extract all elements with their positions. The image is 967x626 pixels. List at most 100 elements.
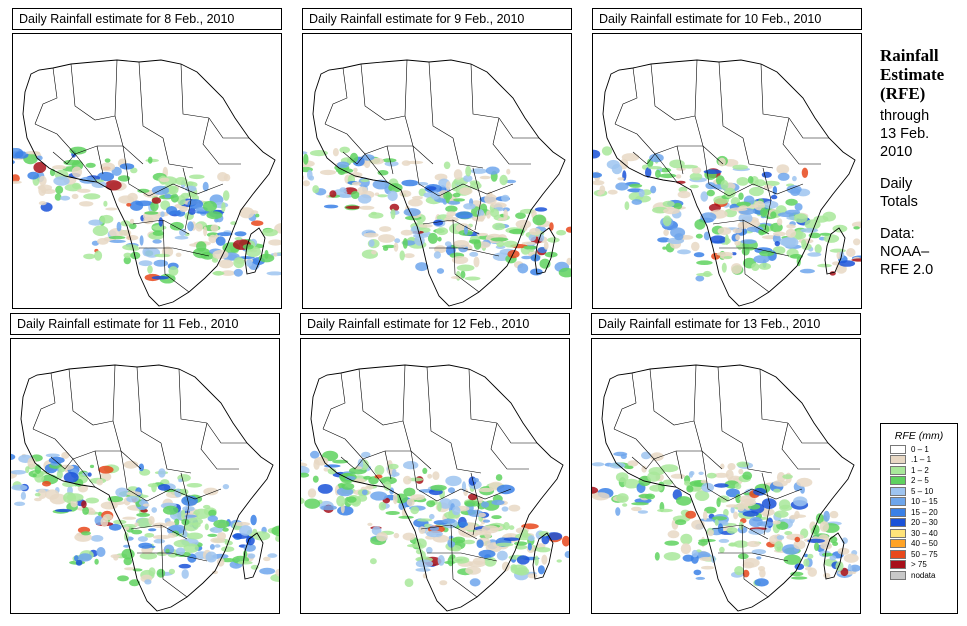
country-border <box>322 428 386 488</box>
coastline <box>602 59 856 307</box>
country-border <box>498 117 539 139</box>
rainfall-overlay <box>593 146 861 282</box>
legend-label: nodata <box>911 570 936 580</box>
legend-item: 0 – 1 <box>890 444 957 455</box>
legend-label: 50 – 75 <box>911 549 938 559</box>
country-border <box>761 472 771 536</box>
country-border <box>182 167 192 231</box>
legend-item: 2 – 5 <box>890 476 957 487</box>
country-border <box>450 524 478 598</box>
country-border <box>70 63 116 121</box>
country-border <box>694 59 704 147</box>
legend-swatch <box>890 518 906 528</box>
totals-line: Totals <box>880 194 918 210</box>
country-border <box>180 472 190 536</box>
rainfall-panel-feb-9: Daily Rainfall estimate for 9 Feb., 2010 <box>302 8 572 309</box>
country-border <box>32 428 96 488</box>
legend-item: 20 – 30 <box>890 518 957 529</box>
legend-swatch <box>890 549 906 559</box>
legend-item: > 75 <box>890 560 957 571</box>
coastline <box>310 364 564 612</box>
country-border <box>386 145 394 175</box>
country-border <box>360 63 406 121</box>
legend-label: 10 – 15 <box>911 497 938 507</box>
country-border <box>613 372 637 430</box>
legend-item: 1 – 2 <box>890 465 957 476</box>
legend-label: 30 – 40 <box>911 528 938 538</box>
country-border <box>614 123 678 183</box>
data-source-line: Data: <box>880 226 915 242</box>
country-border <box>96 145 104 175</box>
country-border <box>208 117 249 139</box>
country-border <box>492 117 531 165</box>
legend-swatch <box>890 539 906 549</box>
legend-label: 40 – 50 <box>911 539 938 549</box>
country-border <box>322 372 346 430</box>
rainfall-panel-feb-11: Daily Rainfall estimate for 11 Feb., 201… <box>10 313 280 614</box>
country-border <box>436 488 512 502</box>
country-border <box>781 422 820 470</box>
legend-label: > 75 <box>911 560 927 570</box>
country-border <box>760 63 790 119</box>
country-border <box>490 422 529 470</box>
legend-label: 5 – 10 <box>911 486 934 496</box>
country-border <box>148 183 224 197</box>
country-border <box>206 422 247 444</box>
coastline <box>22 59 276 307</box>
country-border <box>180 63 210 119</box>
country-border <box>362 450 432 470</box>
through-label: through <box>880 108 930 124</box>
panel-title: Daily Rainfall estimate for 11 Feb., 201… <box>10 313 280 335</box>
country-border <box>34 67 58 125</box>
country-border <box>452 137 484 169</box>
totals-line: Daily <box>880 176 913 192</box>
country-border <box>759 368 789 424</box>
country-border <box>742 137 774 169</box>
country-border <box>429 247 500 257</box>
country-border <box>72 450 142 470</box>
legend-swatch <box>890 465 906 475</box>
rainfall-panel-feb-13: Daily Rainfall estimate for 13 Feb., 201… <box>591 313 861 614</box>
country-border <box>162 219 190 293</box>
country-border <box>649 368 695 426</box>
legend-item: 5 – 10 <box>890 486 957 497</box>
madagascar-outline <box>824 227 846 275</box>
country-border <box>114 59 124 147</box>
country-border <box>718 61 744 139</box>
legend-label: 20 – 30 <box>911 518 938 528</box>
legend-item: .1 – 1 <box>890 455 957 466</box>
legend-swatch <box>890 507 906 517</box>
country-border <box>741 524 769 598</box>
legend-label: 15 – 20 <box>911 507 938 517</box>
side-title-line: Estimate <box>880 65 945 84</box>
rainfall-map <box>10 338 280 614</box>
country-border <box>782 117 821 165</box>
country-border <box>162 137 194 169</box>
country-border <box>742 219 770 293</box>
country-border <box>364 145 434 165</box>
rainfall-map <box>592 33 862 309</box>
legend-item: nodata <box>890 570 957 581</box>
country-border <box>613 428 677 488</box>
madagascar-outline <box>242 532 264 580</box>
legend-item: 10 – 15 <box>890 497 957 508</box>
country-border <box>631 456 655 470</box>
country-border <box>94 450 102 480</box>
coastline <box>312 59 566 307</box>
country-border <box>200 422 239 470</box>
legend-title: RFE (mm) <box>894 430 944 442</box>
rainfall-panel-feb-10: Daily Rainfall estimate for 10 Feb., 201… <box>592 8 862 309</box>
country-border <box>412 145 440 197</box>
country-border <box>727 488 803 502</box>
country-border <box>160 442 192 474</box>
coastline <box>601 364 855 612</box>
legend-swatch <box>890 570 906 580</box>
country-border <box>52 151 76 165</box>
side-title-line: Rainfall <box>880 46 939 65</box>
data-source-line: RFE 2.0 <box>880 262 934 278</box>
country-border <box>112 364 122 452</box>
legend-item: 30 – 40 <box>890 528 957 539</box>
country-border <box>68 368 114 426</box>
rainfall-map <box>300 338 570 614</box>
country-border <box>340 456 364 470</box>
